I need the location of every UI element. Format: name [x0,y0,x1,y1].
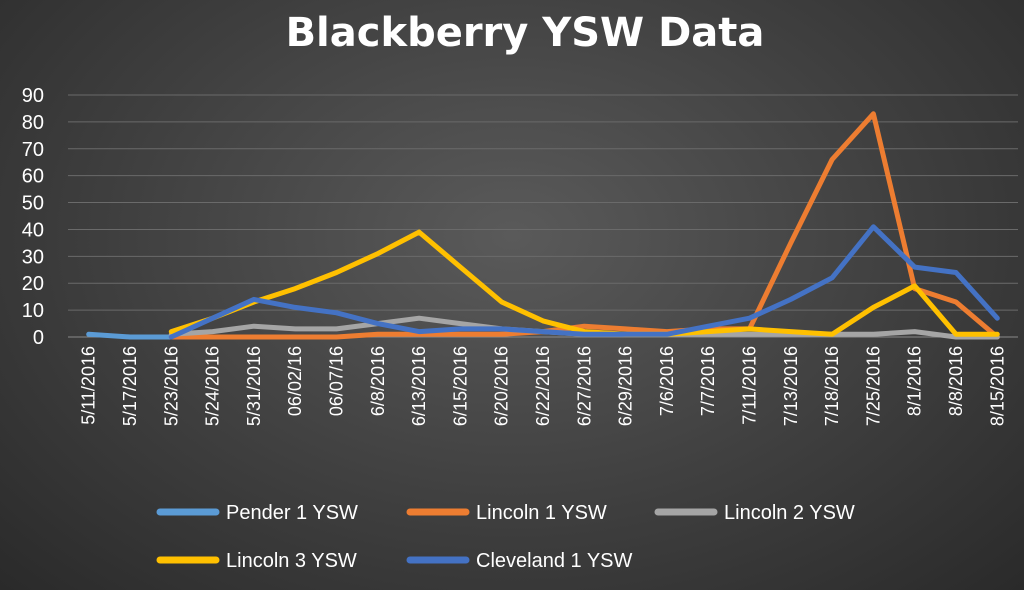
legend-entry: Lincoln 3 YSW [156,550,357,572]
x-tick-label: 6/22/2016 [533,346,553,426]
x-tick-label: 06/02/16 [285,346,305,416]
y-tick-label: 70 [22,139,44,161]
y-tick-label: 50 [22,193,44,215]
y-tick-label: 20 [22,273,44,295]
chart-title: Blackberry YSW Data [286,10,765,56]
y-tick-label: 60 [22,166,44,188]
series-line-lincoln-1-ysw [168,111,1000,340]
x-tick-label: 8/15/2016 [987,346,1007,426]
x-tick-label: 7/13/2016 [781,346,801,426]
x-tick-label: 6/29/2016 [616,346,636,426]
legend-entry: Lincoln 1 YSW [406,502,607,524]
x-tick-label: 7/6/2016 [657,346,677,416]
series-line-lincoln-3-ysw [168,229,1000,337]
x-tick-label: 7/11/2016 [740,346,760,425]
legend-label: Lincoln 2 YSW [724,502,855,524]
x-tick-label: 5/11/2016 [79,346,99,425]
legend-label: Lincoln 3 YSW [226,550,357,572]
legend-label: Lincoln 1 YSW [476,502,607,524]
x-tick-label: 7/25/2016 [863,346,883,426]
x-tick-label: 5/31/2016 [244,346,264,426]
plot-area [86,111,1000,340]
x-tick-label: 7/7/2016 [698,346,718,416]
x-tick-label: 7/18/2016 [822,346,842,426]
series-line-pender-1-ysw [86,331,174,340]
x-tick-label: 5/17/2016 [120,346,140,426]
legend: Pender 1 YSW Lincoln 1 YSW Lincoln 2 YSW Li… [156,502,855,572]
y-tick-label: 80 [22,112,44,134]
y-tick-label: 10 [22,300,44,322]
x-tick-label: 6/27/2016 [574,346,594,426]
x-tick-label: 6/13/2016 [409,346,429,426]
x-tick-label: 8/8/2016 [946,346,966,416]
y-tick-label: 30 [22,246,44,268]
y-tick-label: 40 [22,219,44,241]
x-tick-label: 6/20/2016 [492,346,512,426]
y-tick-label: 90 [22,85,44,107]
x-tick-label: 8/1/2016 [905,346,925,416]
y-tick-label: 0 [33,327,44,349]
x-tick-label: 5/24/2016 [203,346,223,426]
legend-entry: Cleveland 1 YSW [406,550,633,572]
series-line-cleveland-1-ysw [168,224,1000,340]
legend-entry: Lincoln 2 YSW [654,502,855,524]
y-axis: 0 10 20 30 40 50 60 70 80 90 [22,85,44,349]
x-tick-label: 06/07/16 [326,346,346,416]
legend-label: Pender 1 YSW [226,502,358,524]
legend-label: Cleveland 1 YSW [476,550,633,572]
legend-entry: Pender 1 YSW [156,502,358,524]
x-tick-label: 6/15/2016 [450,346,470,426]
x-tick-label: 6/8/2016 [368,346,388,416]
x-tick-label: 5/23/2016 [161,346,181,426]
x-axis: 5/11/2016 5/17/2016 5/23/2016 5/24/2016 5/31… [79,346,1008,426]
